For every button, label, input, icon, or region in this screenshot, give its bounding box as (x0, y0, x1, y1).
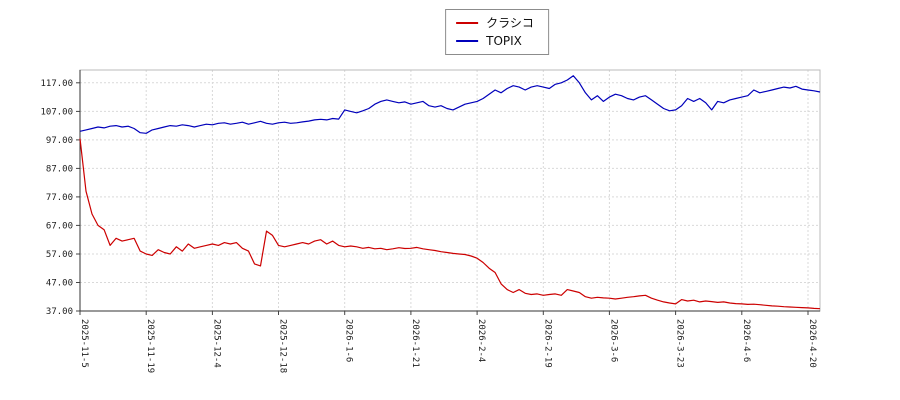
y-tick-label: 67.00 (46, 221, 73, 231)
legend-item-kurashiko: クラシコ (456, 16, 534, 30)
y-tick-label: 97.00 (46, 136, 73, 146)
series-1-color-swatch (456, 22, 479, 24)
y-tick-label: 117.00 (40, 79, 73, 89)
x-tick-label: 2025-11-5 (79, 319, 89, 368)
x-tick-label: 2026-3-23 (675, 319, 685, 368)
x-tick-label: 2026-1-6 (344, 319, 354, 362)
x-tick-label: 2026-2-4 (476, 319, 486, 362)
series-2-color-swatch (456, 40, 479, 42)
y-tick-label: 37.00 (46, 307, 73, 317)
x-tick-label: 2026-4-6 (741, 319, 751, 362)
y-tick-label: 107.00 (40, 107, 73, 117)
y-tick-label: 87.00 (46, 164, 73, 174)
x-tick-label: 2026-2-19 (542, 319, 552, 368)
x-tick-label: 2025-12-4 (211, 319, 221, 368)
y-tick-label: 47.00 (46, 279, 73, 289)
legend: クラシコ TOPIX (445, 9, 549, 55)
series-line-0 (79, 138, 821, 310)
legend-item-topix: TOPIX (456, 34, 534, 48)
x-tick-label: 2026-3-6 (608, 319, 618, 362)
series-2-label: TOPIX (486, 34, 522, 48)
series-1-label: クラシコ (486, 16, 534, 30)
x-tick-label: 2025-12-18 (278, 319, 288, 373)
x-tick-label: 2026-4-20 (807, 319, 817, 368)
series-line-1 (79, 75, 821, 134)
y-tick-label: 57.00 (46, 250, 73, 260)
y-tick-label: 77.00 (46, 193, 73, 203)
x-tick-label: 2025-11-19 (145, 319, 155, 373)
x-tick-label: 2026-1-21 (410, 319, 420, 368)
